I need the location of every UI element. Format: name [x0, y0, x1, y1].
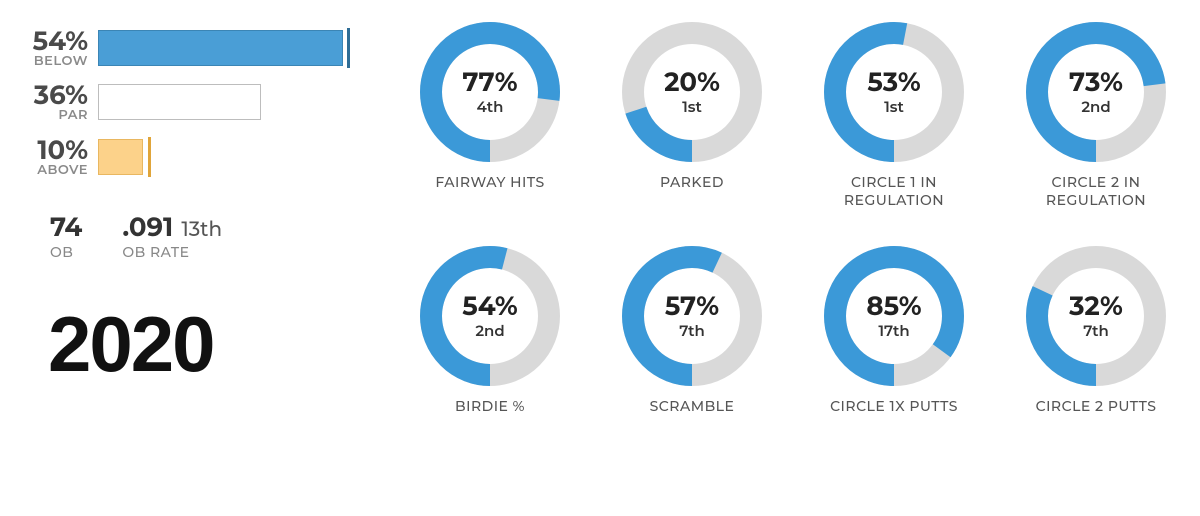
- bar-below-sub: BELOW: [20, 54, 88, 68]
- donut-percent: 54%: [462, 293, 517, 319]
- ob-stats: 74 OB .091 13th OB RATE: [20, 211, 370, 261]
- donut-chart: 54%2nd: [420, 246, 560, 386]
- donut-center: 32%7th: [1026, 246, 1166, 386]
- donut-percent: 57%: [665, 293, 719, 319]
- donut-caption: CIRCLE 1 INREGULATION: [844, 174, 944, 210]
- donut-center: 20%1st: [622, 22, 762, 162]
- donut-cell: 54%2ndBIRDIE %: [400, 246, 580, 434]
- donut-percent: 32%: [1069, 293, 1123, 319]
- ob-rate-rank: 13th: [181, 218, 222, 242]
- donut-chart: 53%1st: [824, 22, 964, 162]
- donut-cell: 85% 17th CIRCLE 1X PUTTS: [804, 246, 984, 434]
- donut-rank: 1st: [884, 97, 904, 116]
- donut-row-top: 77%4thFAIRWAY HITS20%1stPARKED53%1stCIRC…: [400, 22, 1186, 210]
- donut-chart: 57%7th: [622, 246, 762, 386]
- bar-below-label: 54% BELOW: [20, 28, 98, 68]
- donut-rank: 7th: [1083, 321, 1109, 340]
- donut-percent: 53%: [867, 69, 920, 95]
- bar-par-track: [98, 84, 370, 120]
- donut-rank: 4th: [477, 97, 504, 116]
- donut-rank: 2nd: [475, 321, 504, 340]
- ob-count-label: OB: [50, 243, 82, 261]
- donut-center: 57%7th: [622, 246, 762, 386]
- donut-chart: 20%1st: [622, 22, 762, 162]
- donut-cell: 53%1stCIRCLE 1 INREGULATION: [804, 22, 984, 210]
- donut-caption: CIRCLE 2 INREGULATION: [1046, 174, 1146, 210]
- donut-cell: 73%2ndCIRCLE 2 INREGULATION: [1006, 22, 1186, 210]
- donut-chart: 77%4th: [420, 22, 560, 162]
- bar-below-pct: 54%: [20, 28, 88, 54]
- bar-above-sub: ABOVE: [20, 163, 88, 177]
- donut-rank: 2nd: [1081, 97, 1110, 116]
- donut-cell: 77%4thFAIRWAY HITS: [400, 22, 580, 210]
- donut-rank: 7th: [679, 321, 705, 340]
- donut-center: 54%2nd: [420, 246, 560, 386]
- right-column: 77%4thFAIRWAY HITS20%1stPARKED53%1stCIRC…: [400, 22, 1186, 496]
- ob-count: 74 OB: [50, 211, 82, 261]
- bar-below-fill: [98, 30, 343, 66]
- ob-rate-value: .091: [122, 211, 173, 243]
- donut-rank: 1st: [682, 97, 702, 116]
- bar-par-pct: 36%: [20, 82, 88, 108]
- donut-caption: CIRCLE 1X PUTTS: [830, 398, 958, 434]
- donut-center: 53%1st: [824, 22, 964, 162]
- bar-par-label: 36% PAR: [20, 82, 98, 122]
- bar-above-tick: [148, 137, 151, 177]
- dashboard-layout: 54% BELOW 36% PAR 10% ABOVE: [20, 22, 1180, 496]
- bar-below-track: [98, 30, 370, 66]
- donut-cell: 57%7thSCRAMBLE: [602, 246, 782, 434]
- donut-caption: CIRCLE 2 PUTTS: [1036, 398, 1157, 434]
- donut-center: 77%4th: [420, 22, 560, 162]
- donut-chart: 85% 17th: [824, 246, 964, 386]
- donut-cell: 20%1stPARKED: [602, 22, 782, 210]
- left-column: 54% BELOW 36% PAR 10% ABOVE: [20, 22, 370, 496]
- donut-caption: BIRDIE %: [455, 398, 525, 434]
- donut-chart: 32%7th: [1026, 246, 1166, 386]
- bar-par: 36% PAR: [20, 82, 370, 122]
- donut-percent: 77%: [462, 69, 517, 95]
- bar-above-track: [98, 139, 370, 175]
- donut-cell: 32%7thCIRCLE 2 PUTTS: [1006, 246, 1186, 434]
- donut-percent: 20%: [664, 69, 720, 95]
- bar-below-tick: [347, 28, 350, 68]
- bar-above-fill: [98, 139, 143, 175]
- bar-par-fill: [98, 84, 261, 120]
- donut-caption: SCRAMBLE: [650, 398, 735, 434]
- bar-above-pct: 10%: [20, 137, 88, 163]
- donut-chart: 73%2nd: [1026, 22, 1166, 162]
- donut-center: 73%2nd: [1026, 22, 1166, 162]
- donut-caption: PARKED: [660, 174, 724, 210]
- donut-center: 85% 17th: [824, 246, 964, 386]
- donut-percent: 73%: [1069, 69, 1123, 95]
- year-label: 2020: [20, 299, 370, 390]
- donut-rank: 17th: [878, 321, 909, 340]
- ob-count-value: 74: [50, 211, 82, 243]
- donut-row-bottom: 54%2ndBIRDIE %57%7thSCRAMBLE85%17thCIRCL…: [400, 246, 1186, 434]
- ob-rate: .091 13th OB RATE: [122, 211, 222, 261]
- bar-above: 10% ABOVE: [20, 137, 370, 177]
- bar-below: 54% BELOW: [20, 28, 370, 68]
- bar-above-label: 10% ABOVE: [20, 137, 98, 177]
- donut-caption: FAIRWAY HITS: [435, 174, 544, 210]
- ob-rate-label: OB RATE: [122, 243, 222, 261]
- donut-percent: 85%: [866, 293, 921, 319]
